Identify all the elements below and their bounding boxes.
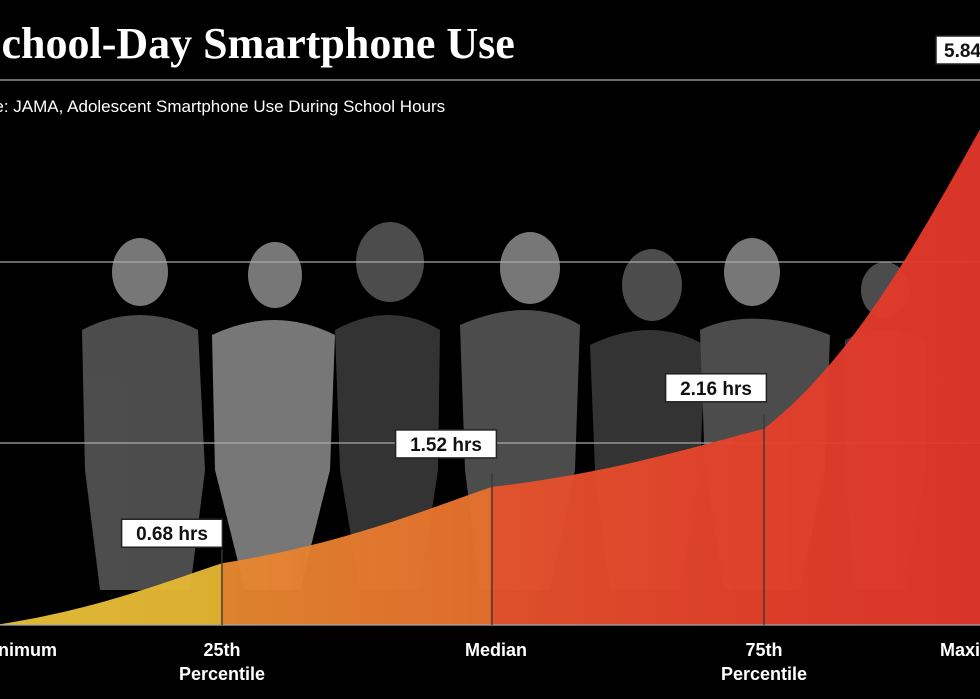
data-label-text: 5.84 hrs: [944, 41, 980, 62]
x-tick-minimum: Minimum: [0, 640, 57, 660]
data-label-box: [394, 429, 498, 459]
x-tick-maximum: Maximum: [940, 640, 980, 660]
data-label-text: 2.16 hrs: [680, 379, 752, 400]
data-label-median: 1.52 hrs: [394, 429, 498, 459]
chart-title: School-Day Smartphone Use: [0, 19, 515, 68]
x-tick-median: Median: [465, 640, 527, 660]
x-tick-75th-line1: 75th: [745, 640, 782, 660]
area-series: [0, 129, 980, 625]
data-label-box: [120, 518, 224, 548]
data-label-75th: 2.16 hrs: [664, 373, 768, 403]
data-label-maximum: 5.84 hrs: [935, 35, 980, 65]
data-label-25th: 0.68 hrs: [120, 518, 224, 548]
x-tick-25th-line1: 25th: [203, 640, 240, 660]
data-label-text: 1.52 hrs: [410, 435, 482, 456]
data-label-text: 0.68 hrs: [136, 524, 208, 545]
data-label-box: [664, 373, 768, 403]
data-label-box: [935, 35, 980, 65]
x-tick-75th-line2: Percentile: [721, 664, 807, 684]
x-tick-25th-line2: Percentile: [179, 664, 265, 684]
chart-subtitle: Source: JAMA, Adolescent Smartphone Use …: [0, 97, 445, 116]
